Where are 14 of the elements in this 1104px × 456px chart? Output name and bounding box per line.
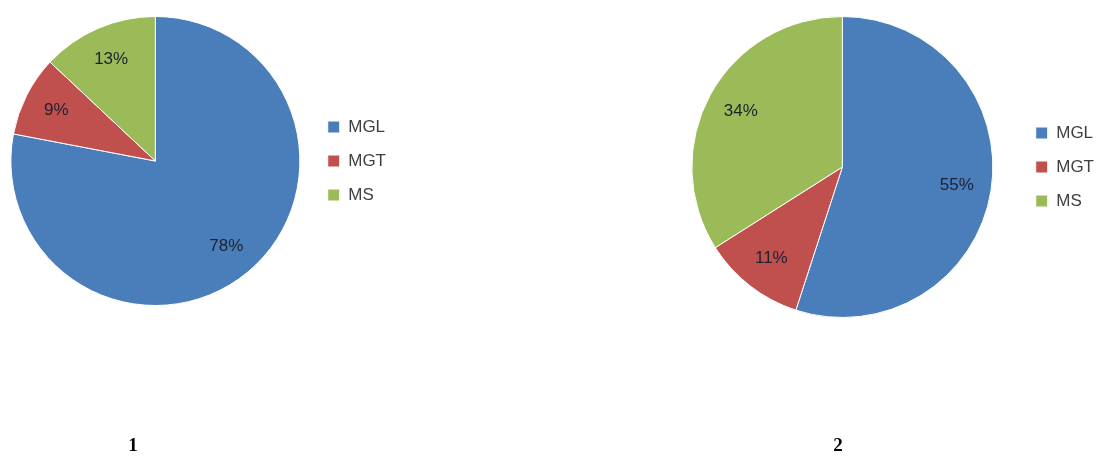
legend-label: MGT	[348, 150, 387, 170]
legend-label: MGL	[348, 116, 386, 136]
legend-label: MGT	[1056, 156, 1095, 176]
data-label: 78%	[209, 236, 244, 256]
text: 1	[128, 434, 138, 456]
data-label: 13%	[94, 48, 129, 68]
legend-label: MS	[348, 184, 374, 204]
data-label: 11%	[754, 248, 788, 268]
data-label: 34%	[723, 100, 758, 120]
legend-label: MGL	[1056, 122, 1094, 142]
legend-label: MS	[1056, 190, 1082, 210]
data-label: 55%	[939, 174, 974, 194]
text: 2	[833, 434, 843, 456]
data-label: 9%	[43, 100, 69, 120]
